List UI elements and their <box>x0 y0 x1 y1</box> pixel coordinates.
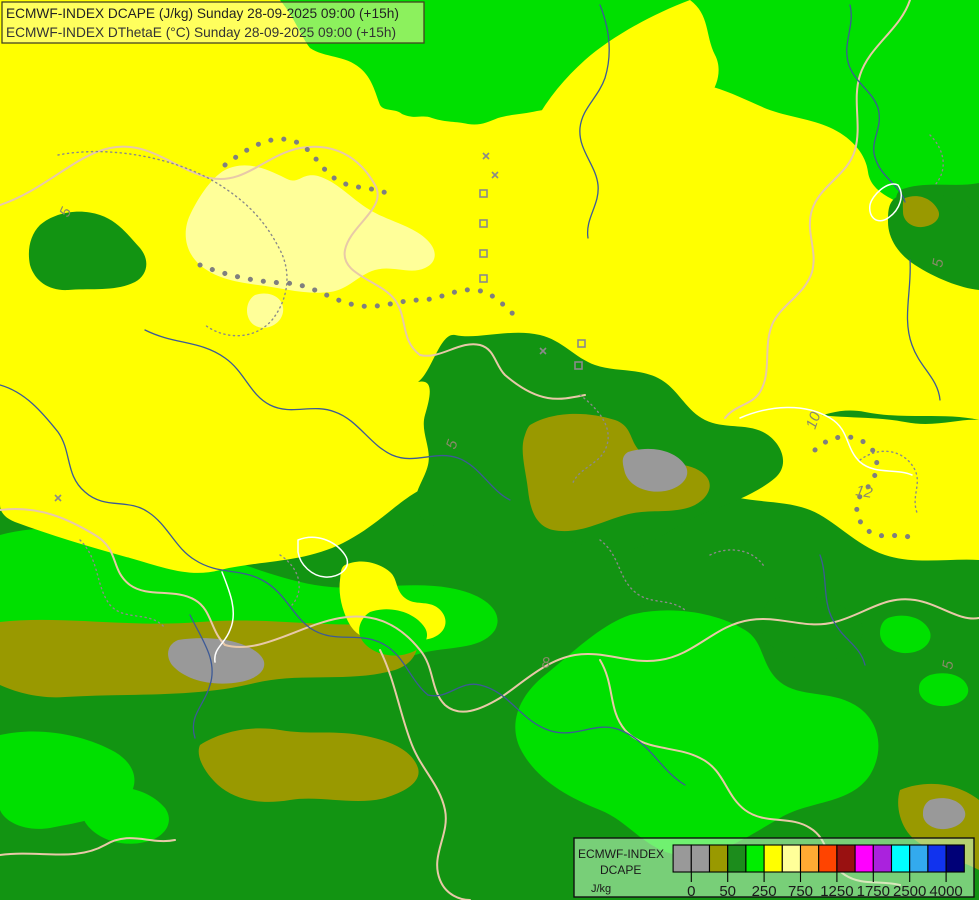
svg-text:ECMWF-INDEX: ECMWF-INDEX <box>578 847 664 861</box>
svg-text:250: 250 <box>752 883 777 900</box>
svg-text:1750: 1750 <box>857 883 890 900</box>
svg-text:0: 0 <box>687 883 695 900</box>
svg-text:50: 50 <box>719 883 736 900</box>
svg-text:ECMWF-INDEX DThetaE (°C) Sunda: ECMWF-INDEX DThetaE (°C) Sunday 28-09-20… <box>6 25 396 40</box>
svg-text:2500: 2500 <box>893 883 926 900</box>
svg-text:J/kg: J/kg <box>591 883 611 895</box>
svg-text:1250: 1250 <box>820 883 853 900</box>
svg-text:750: 750 <box>788 883 813 900</box>
svg-text:ECMWF-INDEX DCAPE (J/kg) Sunda: ECMWF-INDEX DCAPE (J/kg) Sunday 28-09-20… <box>6 6 399 21</box>
svg-text:4000: 4000 <box>929 883 962 900</box>
svg-text:DCAPE: DCAPE <box>600 863 641 877</box>
